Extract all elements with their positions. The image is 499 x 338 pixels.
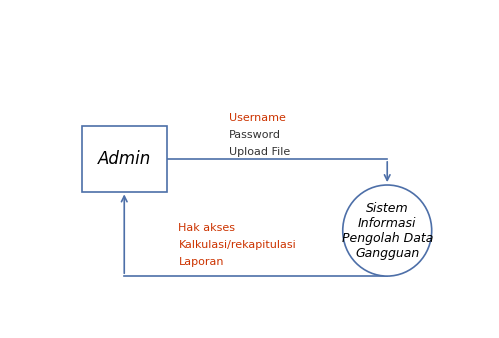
Ellipse shape	[343, 185, 432, 276]
Text: Password: Password	[229, 130, 280, 140]
Text: Upload File: Upload File	[229, 147, 290, 157]
Text: Username: Username	[229, 114, 285, 123]
Text: Admin: Admin	[98, 150, 151, 168]
Text: Laporan: Laporan	[178, 257, 224, 267]
Bar	[82, 126, 167, 192]
Text: Kalkulasi/rekapitulasi: Kalkulasi/rekapitulasi	[178, 240, 296, 250]
Text: Hak akses: Hak akses	[178, 223, 236, 233]
Text: Sistem
Informasi
Pengolah Data
Gangguan: Sistem Informasi Pengolah Data Gangguan	[341, 201, 433, 260]
